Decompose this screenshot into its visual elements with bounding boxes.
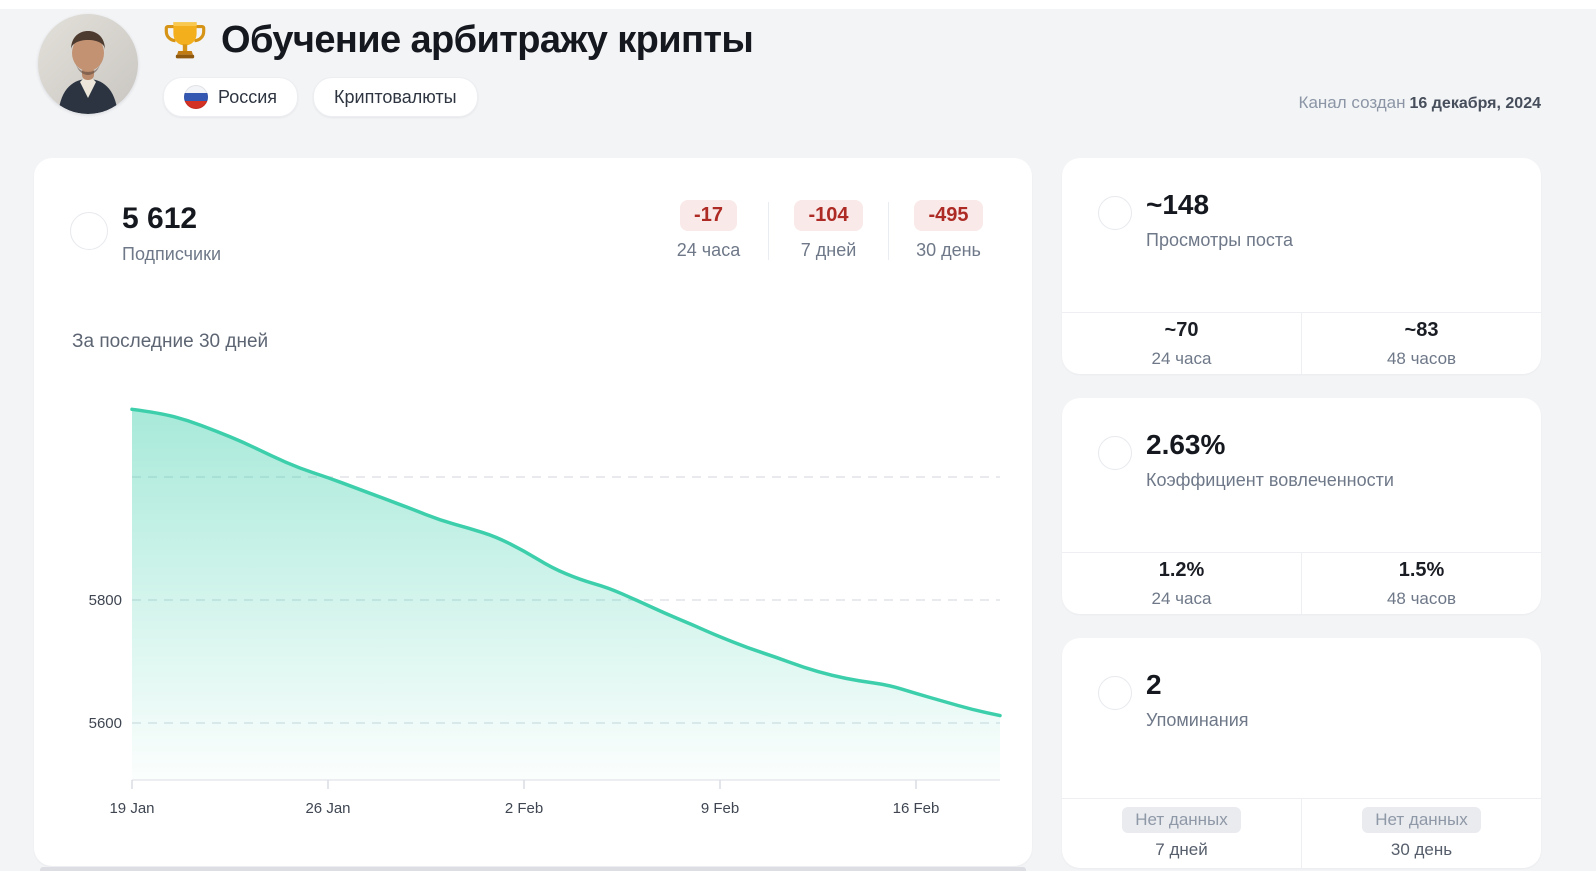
subscribers-texts: 5 612 Подписчики <box>122 202 221 265</box>
subcell-period: 30 день <box>1390 840 1453 859</box>
card-subcells: Нет данных 7 дней Нет данных 30 день <box>1062 798 1541 868</box>
next-card-edge <box>40 867 1026 871</box>
subcell-period: 48 часов <box>1386 588 1457 608</box>
engagement-rate-card: 2.63% Коэффициент вовлеченности 1.2% 24 … <box>1062 398 1541 614</box>
subscribers-card: 5 612 Подписчики -17 24 часа -104 7 дней… <box>34 158 1032 866</box>
subcell-value: 1.5% <box>1398 558 1445 581</box>
channel-created-text: Канал создан 16 декабря, 2024 <box>1299 93 1541 113</box>
delta-30d: -495 30 день <box>889 200 1008 261</box>
metric-select-circle[interactable] <box>70 212 108 250</box>
post-reach-card: ~148 Просмотры поста ~70 24 часа ~83 48 … <box>1062 158 1541 374</box>
subscribers-head: 5 612 Подписчики <box>70 202 221 265</box>
trophy-icon <box>164 22 206 59</box>
svg-text:5600: 5600 <box>89 715 122 732</box>
card-value: 2.63% <box>1146 429 1226 460</box>
subcell-value: 1.2% <box>1158 558 1205 581</box>
delta-period: 30 день <box>916 240 981 260</box>
tag-category-crypto[interactable]: Криптовалюты <box>313 77 478 117</box>
tag-label: Криптовалюты <box>334 86 457 107</box>
card-value: ~148 <box>1146 189 1210 220</box>
subscriber-deltas: -17 24 часа -104 7 дней -495 30 день <box>649 200 1008 261</box>
subcell-value: ~70 <box>1164 318 1199 341</box>
avatar-photo-placeholder <box>38 14 138 114</box>
delta-badge: -104 <box>794 200 863 231</box>
svg-text:2 Feb: 2 Feb <box>505 800 543 817</box>
metric-select-circle[interactable] <box>1098 676 1132 710</box>
card-texts: 2.63% Коэффициент вовлеченности <box>1146 429 1394 552</box>
subcell-48h: 1.5% 48 часов <box>1301 553 1541 614</box>
subcell-period: 7 дней <box>1155 840 1208 859</box>
card-value: 2 <box>1146 669 1162 700</box>
card-label: Просмотры поста <box>1146 229 1293 250</box>
no-data-badge: Нет данных <box>1122 807 1241 833</box>
svg-text:5800: 5800 <box>89 592 122 609</box>
metric-select-circle[interactable] <box>1098 436 1132 470</box>
card-label: Коэффициент вовлеченности <box>1146 469 1394 490</box>
mentions-card: 2 Упоминания Нет данных 7 дней Нет данны… <box>1062 638 1541 868</box>
russia-flag-icon <box>184 85 208 109</box>
chart-title: За последние 30 дней <box>72 331 269 352</box>
delta-badge: -17 <box>680 200 737 231</box>
card-subcells: 1.2% 24 часа 1.5% 48 часов <box>1062 552 1541 614</box>
subcell-24h: ~70 24 часа <box>1062 313 1301 374</box>
delta-24h: -17 24 часа <box>649 200 768 261</box>
card-head: 2 Упоминания <box>1062 638 1541 798</box>
created-date: 16 декабря, 2024 <box>1409 95 1541 112</box>
tag-country-russia[interactable]: Россия <box>163 77 299 117</box>
channel-title-row: Обучение арбитражу крипты <box>163 18 754 62</box>
svg-text:16 Feb: 16 Feb <box>893 800 940 817</box>
tags-row: Россия Криптовалюты <box>163 77 478 117</box>
tag-label: Россия <box>218 86 278 107</box>
subcell-period: 24 часа <box>1151 588 1212 608</box>
svg-text:19 Jan: 19 Jan <box>109 800 154 817</box>
subcell-value: ~83 <box>1404 318 1439 341</box>
card-texts: ~148 Просмотры поста <box>1146 189 1293 312</box>
delta-period: 7 дней <box>800 240 857 260</box>
subscribers-label: Подписчики <box>122 244 222 264</box>
divider <box>768 201 769 260</box>
divider <box>888 201 889 260</box>
subcell-7d: Нет данных 7 дней <box>1062 799 1301 868</box>
subscribers-value: 5 612 <box>122 202 198 235</box>
metric-select-circle[interactable] <box>1098 196 1132 230</box>
card-head: ~148 Просмотры поста <box>1062 158 1541 312</box>
subcell-period: 48 часов <box>1386 348 1457 368</box>
subcell-24h: 1.2% 24 часа <box>1062 553 1301 614</box>
delta-badge: -495 <box>914 200 983 231</box>
card-label: Упоминания <box>1146 709 1249 730</box>
card-texts: 2 Упоминания <box>1146 669 1249 798</box>
created-label: Канал создан <box>1298 93 1406 112</box>
card-subcells: ~70 24 часа ~83 48 часов <box>1062 312 1541 374</box>
subcell-30d: Нет данных 30 день <box>1301 799 1541 868</box>
page-title: Обучение арбитражу крипты <box>221 18 754 61</box>
subscribers-chart[interactable]: 5800 5600 19 Jan 26 Jan 2 Feb 9 Feb 16 Feb <box>34 358 1032 858</box>
top-strip <box>0 0 1596 9</box>
svg-text:26 Jan: 26 Jan <box>305 800 350 817</box>
svg-text:9 Feb: 9 Feb <box>701 800 739 817</box>
subcell-period: 24 часа <box>1151 348 1212 368</box>
card-head: 2.63% Коэффициент вовлеченности <box>1062 398 1541 552</box>
no-data-badge: Нет данных <box>1362 807 1481 833</box>
delta-period: 24 часа <box>676 240 741 260</box>
subcell-48h: ~83 48 часов <box>1301 313 1541 374</box>
delta-7d: -104 7 дней <box>769 200 888 261</box>
channel-avatar <box>38 14 138 114</box>
